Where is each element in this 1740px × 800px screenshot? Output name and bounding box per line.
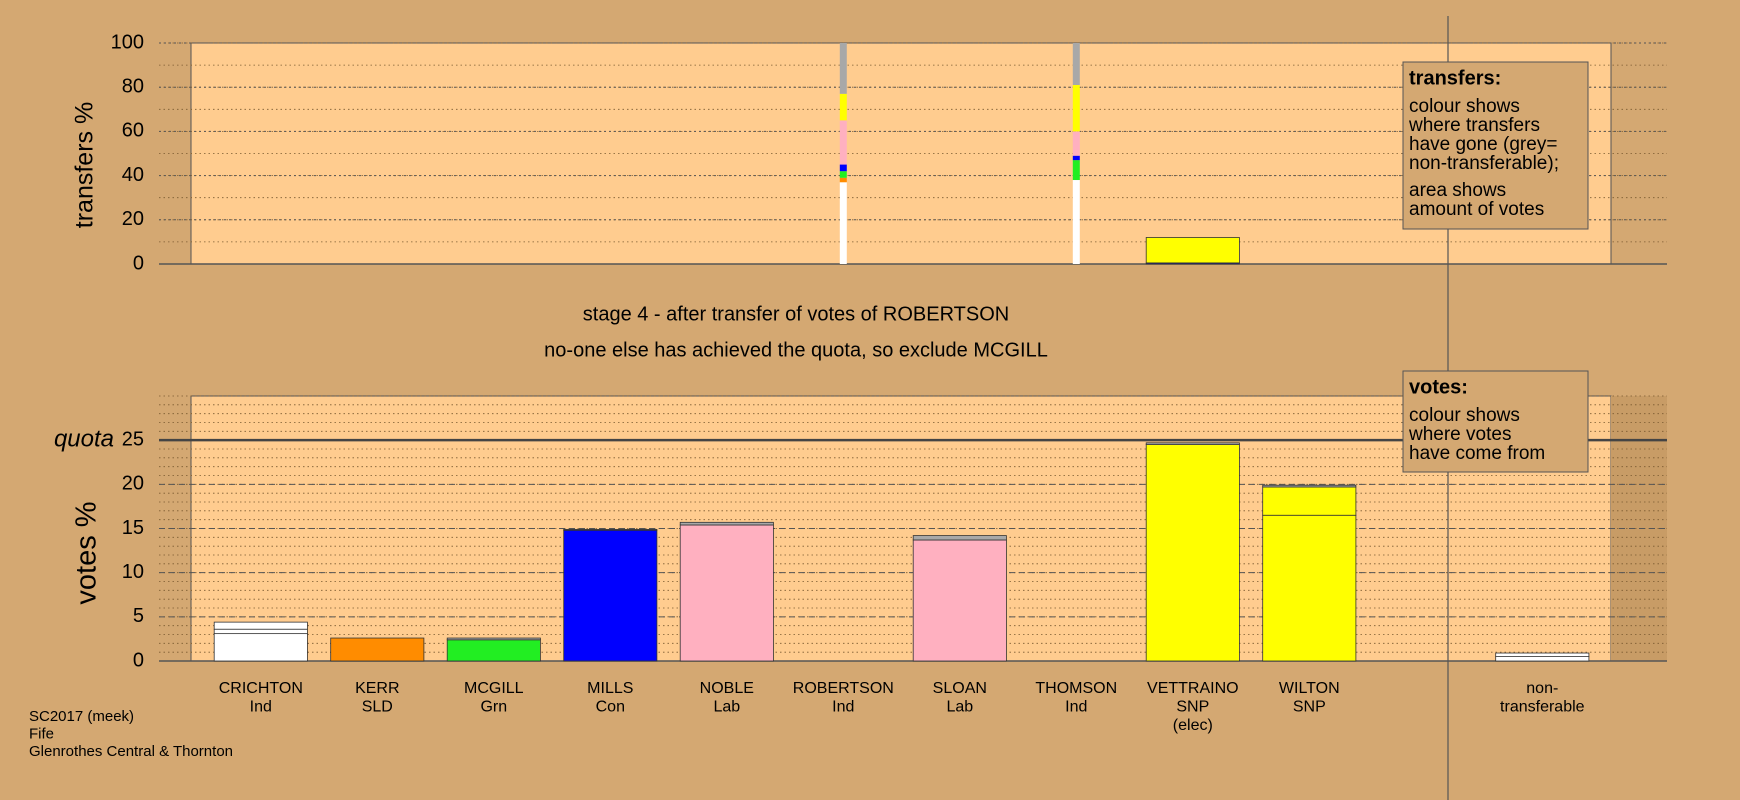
bar-segment <box>1072 84 1080 132</box>
bar-segment <box>912 539 1007 662</box>
bar-segment <box>563 528 658 531</box>
y-tick-label: 5 <box>133 605 144 627</box>
y-tick-label: 100 <box>111 31 144 53</box>
bar-segment <box>839 93 847 121</box>
x-tick-label: SNP <box>1176 699 1209 716</box>
y-tick-label: 0 <box>133 252 144 274</box>
x-tick-label: THOMSON <box>1035 680 1117 697</box>
x-tick-label: Ind <box>1065 699 1087 716</box>
x-tick-label: CRICHTON <box>219 680 303 697</box>
y-tick-label: 15 <box>122 517 144 539</box>
y-tick-label: 60 <box>122 120 144 142</box>
legend-text: area shows <box>1409 180 1506 201</box>
x-tick-label: Ind <box>250 699 272 716</box>
legend-text: colour shows <box>1409 96 1520 117</box>
bar-segment <box>1072 131 1080 156</box>
x-tick-label: KERR <box>355 680 399 697</box>
bar-segment <box>679 521 774 526</box>
legend-text: amount of votes <box>1409 199 1544 220</box>
x-tick-label: VETTRAINO <box>1147 680 1239 697</box>
bar-segment <box>839 43 847 94</box>
bar-segment <box>446 639 541 662</box>
bar-segment <box>1262 486 1357 516</box>
x-tick-label: Ind <box>832 699 854 716</box>
bar-segment <box>330 637 425 662</box>
legend-text: where votes <box>1408 424 1511 445</box>
footer-text: Fife <box>29 725 54 742</box>
x-tick-label: (elec) <box>1173 717 1213 734</box>
bar-segment <box>1495 652 1590 657</box>
x-tick-label: SLOAN <box>933 680 987 697</box>
bar-segment <box>1262 484 1357 488</box>
legend-heading: votes: <box>1409 376 1468 398</box>
legend-heading: transfers: <box>1409 67 1501 89</box>
legend-text: have come from <box>1409 443 1545 464</box>
legend-text: colour shows <box>1409 405 1520 426</box>
y-tick-label: 20 <box>122 208 144 230</box>
bar-segment <box>1495 656 1590 662</box>
y-tick-label: 0 <box>133 649 144 671</box>
bar-segment <box>839 164 847 172</box>
x-tick-label: Con <box>596 699 625 716</box>
x-tick-label: SNP <box>1293 699 1326 716</box>
legend-text: non-transferable); <box>1409 153 1559 174</box>
footer-text: Glenrothes Central & Thornton <box>29 743 233 760</box>
bar-segment <box>213 633 308 662</box>
bar-segment <box>1072 160 1080 181</box>
x-tick-label: transferable <box>1500 699 1585 716</box>
x-tick-label: ROBERTSON <box>793 680 894 697</box>
stage-note: no-one else has achieved the quota, so e… <box>544 339 1048 361</box>
bar-segment <box>679 524 774 662</box>
bar-segment <box>912 535 1007 541</box>
x-tick-label: Lab <box>946 699 973 716</box>
bar-segment <box>213 621 308 630</box>
bar-segment <box>1072 43 1080 85</box>
bar-segment <box>213 628 308 635</box>
y-tick-label: 20 <box>122 473 144 495</box>
x-tick-label: MILLS <box>587 680 633 697</box>
y-tick-label: 25 <box>122 428 144 450</box>
bar-segment <box>1145 444 1240 662</box>
bar-segment <box>1145 237 1240 264</box>
x-tick-label: SLD <box>362 699 393 716</box>
bar-segment <box>839 120 847 165</box>
bar-segment <box>446 637 541 641</box>
bar-segment <box>563 529 658 662</box>
x-tick-label: Grn <box>480 699 507 716</box>
x-tick-label: WILTON <box>1279 680 1340 697</box>
bar-segment <box>1145 442 1240 445</box>
x-tick-label: non- <box>1526 680 1558 697</box>
bar-segment <box>839 171 847 178</box>
y-tick-label: 80 <box>122 75 144 97</box>
x-tick-label: Lab <box>713 699 740 716</box>
bar-segment <box>1072 180 1080 264</box>
legend-box <box>1402 61 1589 230</box>
stage-title: stage 4 - after transfer of votes of ROB… <box>583 303 1009 325</box>
y-axis-title: transfers % <box>71 102 99 228</box>
legend-box <box>1402 370 1589 473</box>
y-tick-label: 10 <box>122 561 144 583</box>
bar-segment <box>839 182 847 264</box>
x-tick-label: NOBLE <box>700 680 754 697</box>
x-tick-label: MCGILL <box>464 680 524 697</box>
bar-segment <box>1262 514 1357 662</box>
y-tick-label: 40 <box>122 164 144 186</box>
bar-segment <box>1072 155 1080 161</box>
quota-label: quota <box>54 426 114 453</box>
y-axis-title: votes % <box>71 501 103 604</box>
legend-text: have gone (grey= <box>1409 134 1557 155</box>
legend-text: where transfers <box>1408 115 1540 136</box>
footer-text: SC2017 (meek) <box>29 708 134 725</box>
bar-segment <box>839 177 847 183</box>
